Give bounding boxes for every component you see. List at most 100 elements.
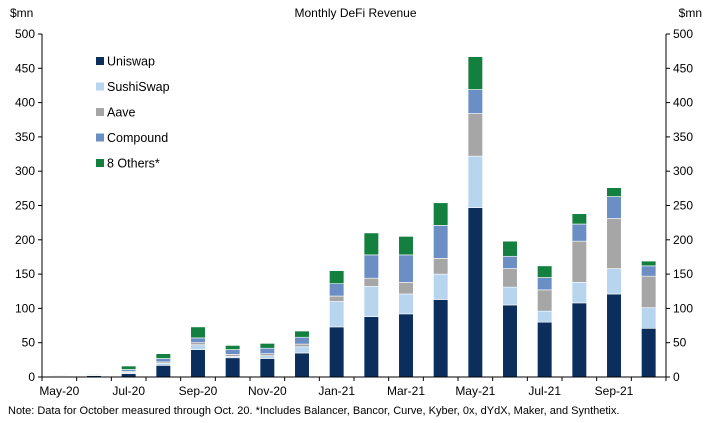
- bar-aave-dec-20: [294, 343, 310, 348]
- bar-compound-jul-21: [537, 277, 553, 291]
- bar-sushiswap-apr-21: [433, 273, 449, 300]
- bar-sushiswap-nov-20: [259, 355, 275, 359]
- bar-aave-jan-21: [329, 295, 345, 302]
- bar-uniswap-sep-21: [606, 293, 622, 378]
- bar-sushiswap-aug-21: [571, 282, 587, 304]
- legend-swatch-compound: [96, 133, 104, 142]
- x-tick-label: Sep-20: [179, 384, 218, 398]
- y-tick-label-left: 200: [15, 233, 35, 247]
- bar-uniswap-mar-21: [398, 313, 414, 378]
- bars-group: [51, 56, 657, 378]
- bar-uniswap-oct-20: [225, 357, 241, 378]
- bar-uniswap-jul-21: [537, 321, 553, 378]
- y-axis-label-left: $mn: [10, 6, 33, 20]
- bar-uniswap-dec-20: [294, 352, 310, 378]
- x-tick-label: Sep-21: [595, 384, 634, 398]
- bar-uniswap-aug-21: [571, 302, 587, 378]
- bar-8-others-jul-20: [121, 365, 137, 370]
- legend-label-uniswap: Uniswap: [107, 55, 155, 69]
- y-tick-label-right: 300: [673, 164, 693, 178]
- bar-uniswap-nov-20: [259, 358, 275, 378]
- bar-sushiswap-jan-21: [329, 301, 345, 328]
- bar-uniswap-sep-20: [190, 349, 206, 378]
- bar-8-others-mar-21: [398, 236, 414, 256]
- y-tick-label-right: 350: [673, 130, 693, 144]
- bar-8-others-oct-20: [225, 345, 241, 350]
- bar-aave-sep-20: [190, 342, 206, 346]
- x-tick-label: Jan-21: [318, 384, 355, 398]
- y-tick-label-right: 250: [673, 199, 693, 213]
- legend-swatch-uniswap: [96, 57, 104, 65]
- bar-8-others-may-21: [467, 56, 483, 90]
- bar-8-others-dec-20: [294, 330, 310, 338]
- bar-sushiswap-may-21: [467, 155, 483, 208]
- y-axis-label-right: $mn: [679, 6, 702, 20]
- bar-8-others-sep-20: [190, 326, 206, 339]
- bar-sushiswap-sep-20: [190, 344, 206, 350]
- bar-8-others-jun-20: [86, 373, 102, 376]
- bar-aave-nov-20: [259, 353, 275, 357]
- bar-uniswap-aug-20: [155, 365, 171, 378]
- bar-sushiswap-jun-21: [502, 286, 518, 306]
- x-tick-label: May-20: [39, 384, 79, 398]
- bar-uniswap-jun-21: [502, 304, 518, 378]
- legend: Uniswap SushiSwap Aave Compound 8 Others*: [96, 55, 170, 171]
- x-tick-label: Jul-20: [112, 384, 145, 398]
- y-tick-label-left: 450: [15, 61, 35, 75]
- legend-label-compound: Compound: [107, 131, 168, 145]
- bar-uniswap-feb-21: [363, 316, 379, 378]
- footnote: Note: Data for October measured through …: [8, 405, 619, 417]
- y-tick-label-left: 400: [15, 96, 35, 110]
- bar-compound-aug-21: [571, 223, 587, 242]
- x-tick-label: Mar-21: [387, 384, 425, 398]
- legend-swatch-8-others: [96, 159, 104, 167]
- bar-uniswap-oct-21: [641, 327, 657, 378]
- x-tick-label: Jul-21: [528, 384, 561, 398]
- legend-label-8-others: 8 Others*: [107, 157, 160, 171]
- legend-swatch-sushiswap: [96, 82, 104, 91]
- bar-compound-oct-20: [225, 349, 241, 355]
- bar-uniswap-apr-21: [433, 299, 449, 378]
- legend-label-sushiswap: SushiSwap: [107, 80, 170, 94]
- bar-uniswap-may-21: [467, 207, 483, 378]
- bar-compound-oct-21: [641, 265, 657, 277]
- y-axis-right: 0 50 100 150 200 250 300 350 400 450 500: [665, 27, 693, 384]
- bar-aave-apr-21: [433, 258, 449, 275]
- bar-sushiswap-jul-21: [537, 310, 553, 323]
- legend-swatch-aave: [96, 108, 104, 116]
- bar-compound-jul-20: [121, 369, 137, 372]
- y-axis-left: 0 50 100 150 200 250 300 350 400 450 500: [15, 27, 43, 384]
- bar-sushiswap-sep-21: [606, 268, 622, 295]
- legend-label-aave: Aave: [107, 106, 136, 120]
- bar-8-others-aug-21: [571, 213, 587, 225]
- bar-aave-jun-21: [502, 268, 518, 288]
- y-tick-label-right: 150: [673, 267, 693, 281]
- bar-aave-oct-20: [225, 354, 241, 357]
- bar-aave-oct-21: [641, 275, 657, 309]
- y-tick-label-left: 150: [15, 267, 35, 281]
- y-tick-label-left: 300: [15, 164, 35, 178]
- y-tick-label-left: 100: [15, 301, 35, 315]
- bar-sushiswap-oct-21: [641, 307, 657, 329]
- y-tick-label-right: 50: [673, 336, 687, 350]
- bar-8-others-sep-21: [606, 187, 622, 197]
- bar-compound-sep-21: [606, 196, 622, 219]
- bar-8-others-aug-20: [155, 353, 171, 359]
- bar-8-others-nov-20: [259, 343, 275, 349]
- bar-compound-feb-21: [363, 254, 379, 279]
- x-tick-label: May-21: [455, 384, 495, 398]
- y-tick-label-left: 50: [22, 336, 36, 350]
- bar-compound-aug-20: [155, 358, 171, 363]
- bar-compound-jan-21: [329, 283, 345, 297]
- bar-8-others-feb-21: [363, 232, 379, 256]
- bar-aave-may-21: [467, 113, 483, 157]
- bar-aave-jul-21: [537, 289, 553, 312]
- bar-aave-sep-21: [606, 218, 622, 269]
- x-axis: May-20 Jul-20 Sep-20 Nov-20 Jan-21 Mar-21 May-…: [39, 376, 667, 398]
- y-tick-label-left: 0: [28, 370, 35, 384]
- bar-aave-aug-21: [571, 240, 587, 283]
- y-tick-label-right: 500: [673, 27, 693, 41]
- bar-sushiswap-mar-21: [398, 293, 414, 315]
- y-tick-label-left: 500: [15, 27, 35, 41]
